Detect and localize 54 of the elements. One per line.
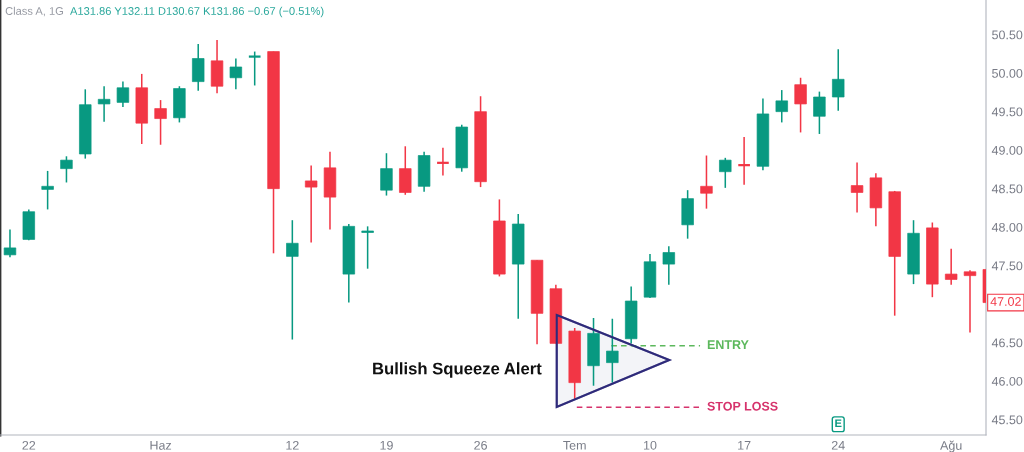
annotation: E bbox=[835, 419, 842, 428]
candlestick bbox=[700, 154, 713, 210]
y-tick-label: 49.50 bbox=[991, 107, 1023, 117]
candlestick bbox=[850, 161, 864, 214]
y-tick-label: 50.00 bbox=[992, 68, 1023, 78]
candlestick bbox=[304, 164, 318, 244]
candlestick bbox=[154, 99, 167, 146]
candlestick bbox=[97, 85, 111, 123]
candlestick bbox=[775, 89, 788, 124]
text: 47.02 bbox=[990, 297, 1021, 306]
candlestick bbox=[286, 219, 299, 341]
x-tick-label: 22 bbox=[22, 440, 36, 450]
y-tick-label: 48.00 bbox=[991, 222, 1023, 232]
candlestick bbox=[435, 147, 450, 177]
ref-line-label: STOP LOSS bbox=[707, 401, 778, 411]
candlestick bbox=[192, 43, 205, 92]
y-tick-label: 49.00 bbox=[991, 145, 1023, 155]
candlestick bbox=[963, 269, 977, 334]
candlestick bbox=[361, 225, 374, 270]
x-tick-label: Ağu bbox=[940, 440, 962, 452]
candlestick bbox=[380, 152, 393, 197]
y-tick-label: 46.00 bbox=[991, 376, 1023, 386]
y-tick-label: 45.50 bbox=[991, 415, 1023, 425]
candlestick bbox=[606, 317, 619, 384]
y-tick-label: 46.50 bbox=[991, 338, 1023, 348]
candlestick bbox=[41, 170, 54, 211]
candlestick bbox=[116, 80, 130, 108]
x-tick-label: 24 bbox=[831, 440, 845, 450]
candlestick bbox=[399, 145, 412, 196]
annotation: Bullish Squeeze Alert bbox=[373, 362, 542, 378]
candlestick bbox=[247, 50, 262, 87]
y-tick-label: 48.50 bbox=[991, 184, 1023, 194]
x-tick-label: 12 bbox=[286, 440, 299, 450]
candlestick bbox=[60, 155, 73, 184]
candlestick bbox=[737, 136, 752, 186]
x-tick-label: Tem bbox=[563, 441, 586, 450]
candlestick bbox=[794, 76, 807, 134]
candlestick bbox=[662, 245, 675, 286]
ref-line-label: ENTRY bbox=[707, 340, 749, 349]
candlestick bbox=[229, 57, 243, 91]
candlestick bbox=[3, 228, 17, 258]
candlestick bbox=[719, 157, 732, 189]
x-tick-label: 10 bbox=[643, 440, 657, 450]
text: Class A, 1G bbox=[5, 6, 63, 17]
candlestick bbox=[832, 48, 845, 112]
y-tick-label: 47.50 bbox=[991, 261, 1023, 271]
x-tick-label: Haz bbox=[150, 441, 172, 450]
x-tick-label: 17 bbox=[738, 441, 751, 450]
x-tick-label: 26 bbox=[474, 440, 487, 450]
candlestick bbox=[944, 247, 958, 286]
text: A131.86 Y132.11 D130.67 K131.86 −0.67 (−0.51%) bbox=[70, 6, 324, 18]
x-tick-label: 19 bbox=[380, 440, 393, 450]
y-tick-label: 50.50 bbox=[992, 30, 1023, 40]
candlestick bbox=[813, 90, 826, 135]
